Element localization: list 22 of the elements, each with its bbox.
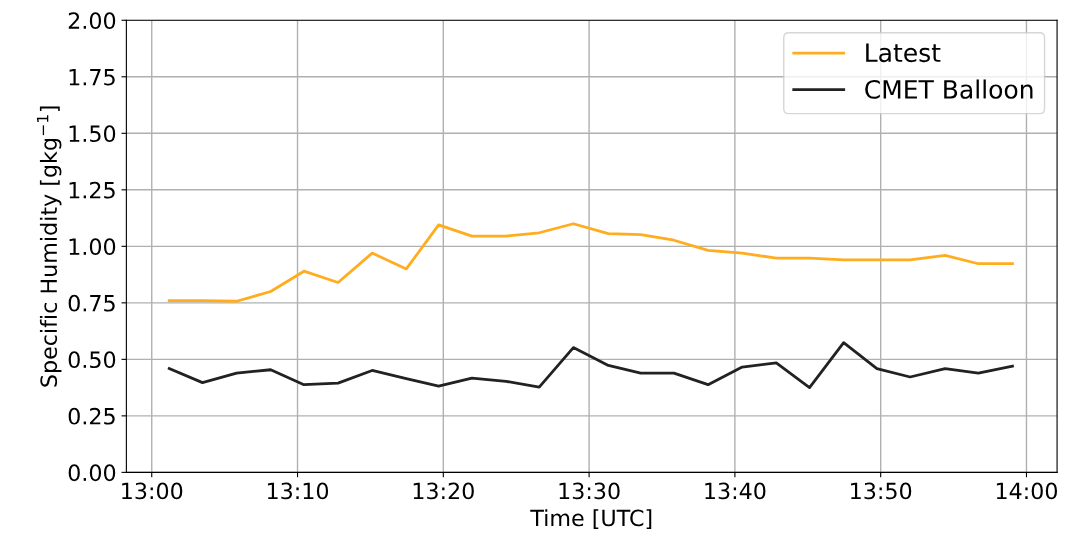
y-tick-label: 0.00 [68,464,116,482]
y-tick-label: 1.75 [69,69,115,86]
y-tick-label: 2.00 [68,12,116,30]
x-tick-label: 13:40 [705,482,766,500]
line-series [167,341,1014,389]
x-tick-label: 13:50 [851,482,912,500]
y-tick-label: 0.25 [68,407,115,425]
x-tick-label: 13:30 [559,482,620,500]
y-tick-label: 1.50 [69,125,116,143]
legend-label: Latest [866,43,941,63]
x-axis-title: Time [UTC] [530,509,652,529]
line-series [167,222,1014,303]
legend-label: CMET Balloon [865,79,1033,99]
x-tick-label: 13:20 [413,482,474,500]
y-axis-title: Specific Humidity [gkg$^{−1}$] [36,106,62,387]
x-tick-label: 14:00 [996,482,1058,500]
y-tick-label: 1.25 [69,181,115,199]
y-tick-label: 0.75 [68,294,115,312]
y-tick-label: 0.50 [68,351,116,369]
x-tick-label: 13:00 [122,482,183,500]
x-tick-label: 13:10 [267,482,329,500]
y-tick-label: 1.00 [69,238,116,256]
